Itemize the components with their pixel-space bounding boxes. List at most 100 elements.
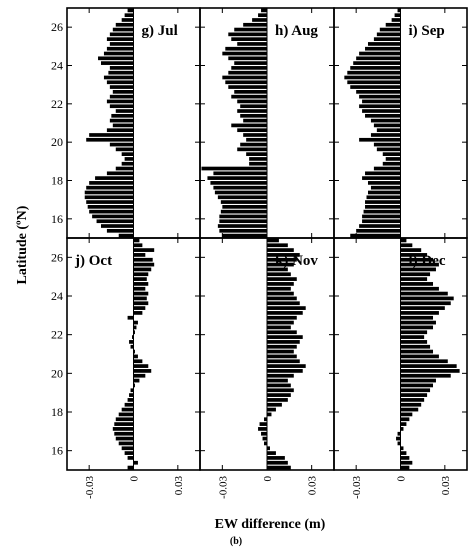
bar xyxy=(133,306,146,310)
bar xyxy=(400,388,431,393)
bar xyxy=(130,388,134,393)
x-tick-label: 0.03 xyxy=(307,476,319,496)
bar xyxy=(96,219,134,224)
bar xyxy=(115,436,134,441)
bar xyxy=(121,446,134,451)
bar xyxy=(133,262,155,267)
y-tick-label: 26 xyxy=(51,250,63,264)
bar xyxy=(373,123,401,128)
bar xyxy=(267,262,294,267)
bar xyxy=(370,133,401,137)
panel-l-dec: -0.03 0 0.03 l) Dec xyxy=(333,237,468,499)
bar xyxy=(365,200,401,204)
bar xyxy=(267,378,288,383)
bar xyxy=(267,311,303,315)
bar xyxy=(400,248,422,252)
bar xyxy=(219,219,267,224)
bar xyxy=(365,171,401,176)
bar xyxy=(362,99,401,104)
bar xyxy=(231,94,267,99)
bar xyxy=(240,104,267,109)
bar xyxy=(400,286,439,291)
bar xyxy=(267,253,300,257)
bar xyxy=(133,325,137,330)
bar xyxy=(267,383,291,388)
bar xyxy=(133,243,143,248)
bar xyxy=(133,320,138,325)
bar xyxy=(246,152,267,156)
bar xyxy=(267,277,297,281)
y-tick-label: 20 xyxy=(51,135,63,149)
bar xyxy=(114,422,134,426)
figure-sublabel: (b) xyxy=(230,536,242,547)
bar xyxy=(108,70,134,75)
bar xyxy=(267,282,294,286)
bar xyxy=(261,431,267,436)
bar xyxy=(115,22,134,27)
bar xyxy=(400,359,448,364)
bar xyxy=(225,46,267,51)
bar xyxy=(249,161,267,166)
y-tick-label: 16 xyxy=(51,444,63,458)
bar xyxy=(362,214,401,219)
bar xyxy=(397,8,401,13)
x-tick-label: 0.03 xyxy=(173,476,185,496)
bar xyxy=(353,61,401,65)
bar xyxy=(228,70,267,75)
bar xyxy=(133,460,138,465)
bar xyxy=(89,209,134,214)
bar xyxy=(133,291,149,296)
bar xyxy=(267,412,272,417)
bar xyxy=(237,128,267,133)
bar xyxy=(228,56,267,61)
bar xyxy=(400,451,407,455)
y-tick-label: 16 xyxy=(51,212,63,226)
bar xyxy=(118,412,134,417)
bar xyxy=(222,233,267,238)
bar xyxy=(109,142,134,147)
bar xyxy=(121,18,134,22)
bar xyxy=(400,369,460,373)
bar xyxy=(133,373,146,378)
bar xyxy=(362,176,401,180)
bar xyxy=(124,451,134,455)
bar xyxy=(400,407,419,412)
bar xyxy=(219,228,267,233)
bar xyxy=(376,32,401,37)
bar xyxy=(267,460,288,465)
bar xyxy=(400,456,410,460)
bar xyxy=(400,311,439,315)
bar xyxy=(267,286,291,291)
bar xyxy=(400,243,413,248)
bar xyxy=(133,238,140,243)
bar xyxy=(240,142,267,147)
bar xyxy=(400,383,434,388)
bar xyxy=(391,18,401,22)
bar xyxy=(400,335,425,339)
bar xyxy=(106,80,134,85)
bar xyxy=(400,291,448,296)
bar xyxy=(400,417,410,422)
bar xyxy=(87,205,134,209)
bar xyxy=(400,412,413,417)
bar xyxy=(400,402,422,407)
bar xyxy=(124,157,134,161)
x-tick-label: 0.03 xyxy=(440,476,452,496)
bar xyxy=(267,325,291,330)
bar xyxy=(400,277,428,281)
bar xyxy=(267,296,297,301)
bar xyxy=(243,118,267,123)
bar xyxy=(109,66,134,70)
bar xyxy=(133,286,146,291)
bar xyxy=(267,398,288,402)
bar xyxy=(201,166,267,171)
bar xyxy=(100,61,134,65)
bar xyxy=(231,66,267,70)
panel-j-oct: 16 18 20 22 24 26 -0.03 0 0.03 j) Oct xyxy=(51,237,201,499)
bar xyxy=(267,446,270,451)
bar xyxy=(86,200,134,204)
bar xyxy=(86,137,134,142)
bar xyxy=(267,306,306,310)
bar xyxy=(249,157,267,161)
